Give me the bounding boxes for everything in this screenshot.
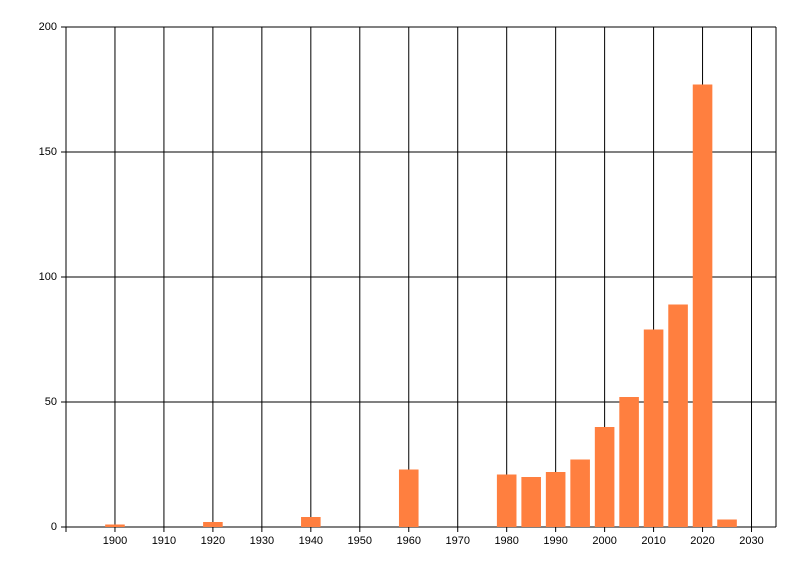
bar [570, 459, 590, 527]
bar [545, 472, 566, 527]
bar [496, 474, 517, 527]
x-tick-label: 1950 [348, 535, 372, 547]
bar [668, 304, 688, 527]
bar [717, 519, 737, 527]
x-tick-label: 2010 [641, 535, 665, 547]
x-tick-label: 2020 [690, 535, 714, 547]
bar [619, 397, 639, 527]
y-tick-label: 50 [45, 396, 57, 408]
y-tick-label: 100 [39, 271, 57, 283]
x-tick-label: 1970 [445, 535, 469, 547]
x-tick-label: 1990 [543, 535, 567, 547]
x-tick-label: 1930 [250, 535, 274, 547]
bar [594, 427, 615, 527]
bar [643, 329, 664, 527]
x-tick-label: 2030 [739, 535, 763, 547]
bar [398, 469, 419, 527]
bar [692, 84, 713, 527]
bar [521, 477, 541, 527]
y-tick-label: 150 [39, 146, 57, 158]
x-tick-label: 1940 [299, 535, 323, 547]
bar [105, 524, 125, 527]
x-tick-label: 1910 [152, 535, 176, 547]
bar [301, 517, 321, 527]
x-tick-label: 1960 [397, 535, 421, 547]
y-tick-label: 200 [39, 21, 57, 33]
x-tick-label: 1980 [494, 535, 518, 547]
bar [203, 522, 223, 527]
x-tick-label: 1900 [103, 535, 127, 547]
x-tick-label: 2000 [592, 535, 616, 547]
x-tick-label: 1920 [201, 535, 225, 547]
y-tick-label: 0 [51, 521, 57, 533]
